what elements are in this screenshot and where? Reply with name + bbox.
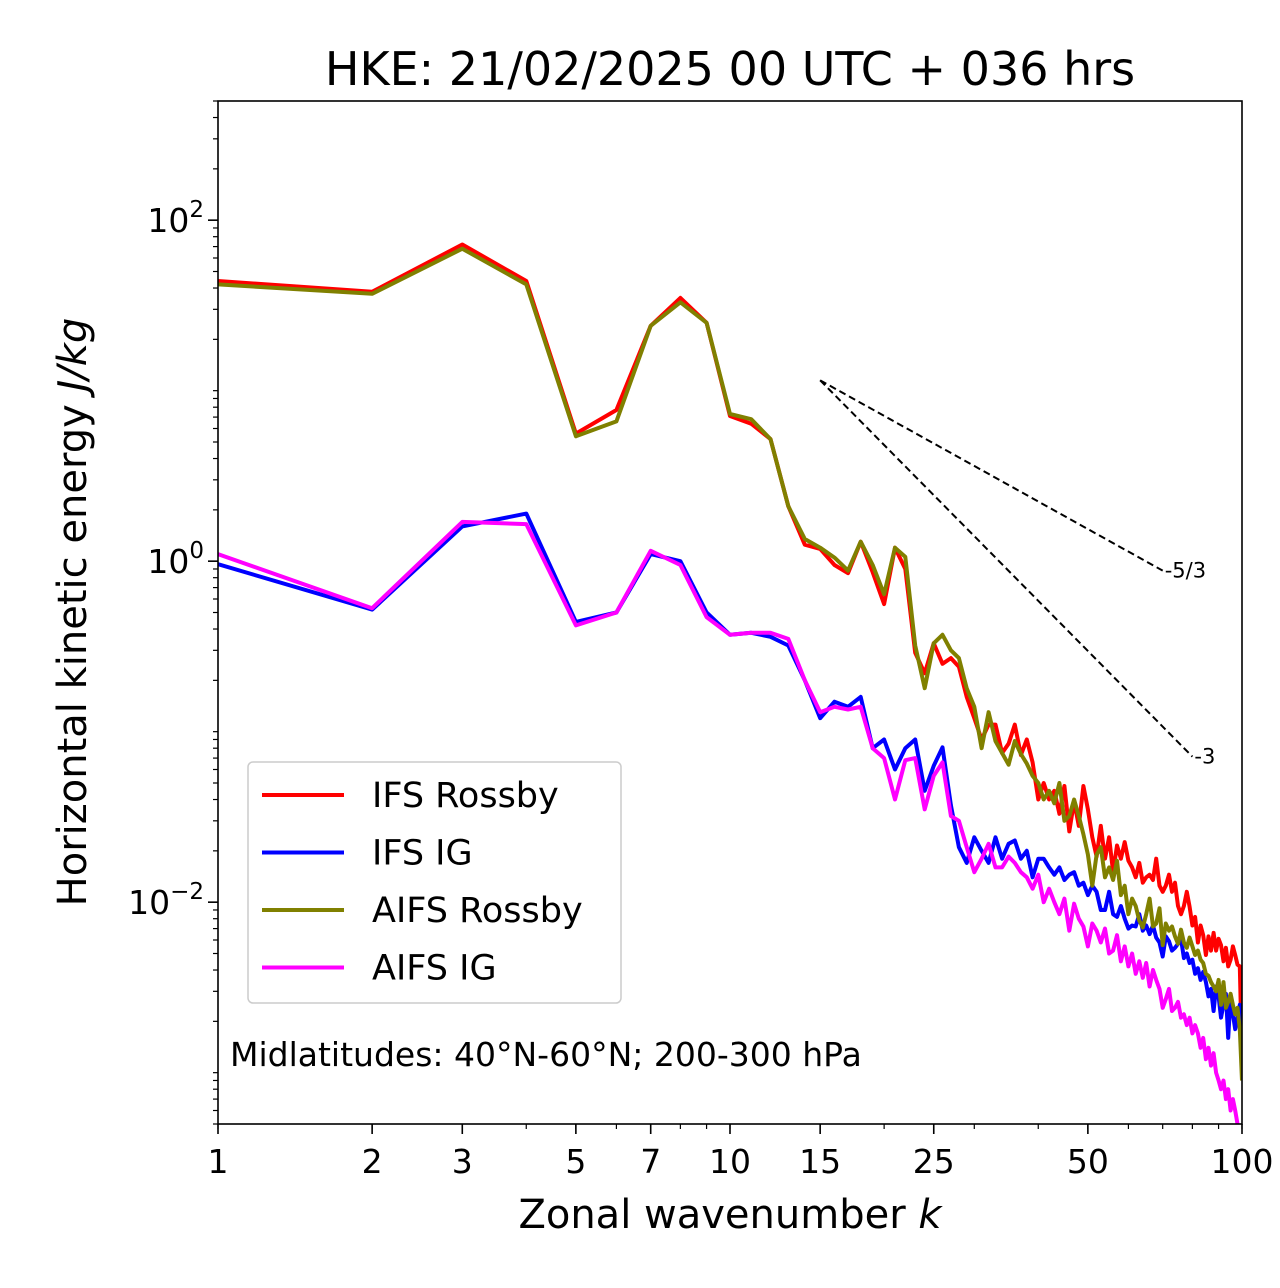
reference-slope-line <box>819 379 1164 572</box>
region-annotation: Midlatitudes: 40°N-60°N; 200-300 hPa <box>230 1035 862 1074</box>
x-tick-label: 25 <box>913 1142 955 1181</box>
legend-label: IFS IG <box>372 834 473 874</box>
series-line-aifs-ig <box>218 519 1240 1124</box>
x-axis-label: Zonal wavenumber k <box>518 1192 943 1238</box>
reference-slope-label: -3 <box>1194 745 1215 769</box>
x-tick-label: 10 <box>709 1142 751 1181</box>
y-tick-label: 102 <box>147 197 204 240</box>
series-line-ifs-ig <box>218 511 1242 1040</box>
y-tick-label: 10−2 <box>128 879 204 922</box>
legend-label: AIFS IG <box>372 949 497 989</box>
reference-slope-line <box>819 379 1194 758</box>
x-tick-label: 100 <box>1211 1142 1274 1181</box>
chart-title: HKE: 21/02/2025 00 UTC + 036 hrs <box>325 42 1135 96</box>
x-tick-label: 7 <box>640 1142 661 1181</box>
x-tick-label: 2 <box>362 1142 383 1181</box>
legend: IFS Rossby IFS IG AIFS Rossby AIFS IG <box>247 761 622 1004</box>
legend-label: IFS Rossby <box>372 776 559 816</box>
x-axis-ticks: 1 2 3 5 7 10 15 25 50 100 <box>208 1124 1274 1181</box>
reference-slope-label: -5/3 <box>1165 559 1206 583</box>
legend-label: AIFS Rossby <box>372 891 583 931</box>
legend-box <box>247 761 622 1004</box>
x-tick-label: 15 <box>799 1142 841 1181</box>
x-tick-label: 50 <box>1067 1142 1109 1181</box>
y-tick-label: 100 <box>147 538 204 581</box>
legend-items: IFS Rossby IFS IG AIFS Rossby AIFS IG <box>262 776 583 989</box>
reference-slope-lines: -5/3 -3 <box>819 379 1215 769</box>
x-tick-label: 1 <box>208 1142 229 1181</box>
y-axis-label: Horizontal kinetic energy J/kg <box>50 318 96 907</box>
series-line-aifs-rossby <box>218 246 1242 1081</box>
x-tick-label: 5 <box>565 1142 586 1181</box>
y-axis-ticks: 10−2 100 102 <box>128 100 218 1125</box>
x-tick-label: 3 <box>452 1142 473 1181</box>
series-layer <box>218 242 1242 1124</box>
